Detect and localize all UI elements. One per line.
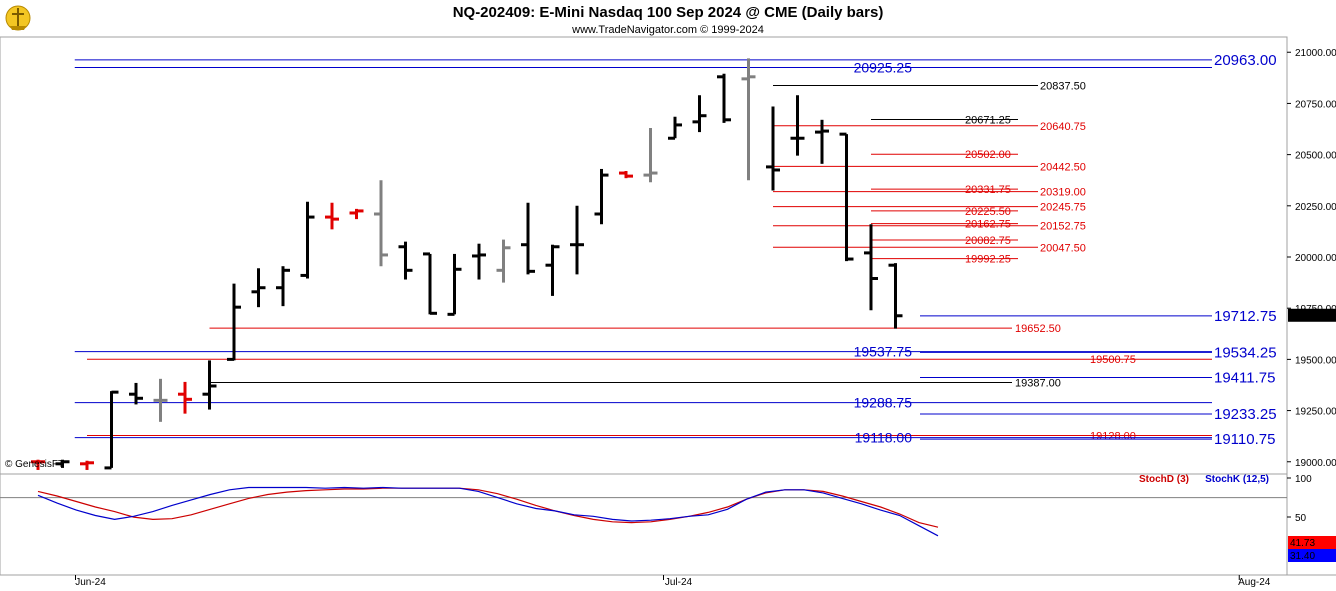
level-label: 20245.75 bbox=[1040, 202, 1086, 214]
level-label: 20152.75 bbox=[1040, 221, 1086, 233]
ohlc-bar bbox=[80, 460, 94, 470]
level-label: 19118.00 bbox=[855, 430, 913, 446]
level-label: 19233.25 bbox=[1214, 406, 1277, 423]
level-label: 20502.00 bbox=[965, 149, 1011, 161]
level-label: 20442.50 bbox=[1040, 161, 1086, 173]
time-tick-label: Aug-24 bbox=[1238, 577, 1271, 588]
ohlc-bar bbox=[594, 168, 609, 225]
time-axis: Jun-24 Jul-24 Aug-24 bbox=[75, 575, 1271, 588]
ohlc-bar bbox=[741, 58, 756, 181]
ohlc-bar bbox=[349, 208, 364, 220]
price-tick-label: 19250.00 bbox=[1295, 407, 1336, 418]
ohlc-bar bbox=[178, 381, 192, 414]
level-label: 20837.50 bbox=[1040, 81, 1086, 93]
ohlc-bar bbox=[398, 241, 413, 280]
stoch-tick-label: 50 bbox=[1295, 513, 1307, 524]
level-label: 19712.75 bbox=[1214, 308, 1277, 325]
stochastic-series bbox=[0, 486, 1287, 537]
last-price-badge: 19713.00 bbox=[1288, 308, 1336, 323]
ohlc-bar bbox=[300, 201, 315, 279]
level-label: 19387.00 bbox=[1015, 378, 1061, 390]
stochastic-axis: 100 50 bbox=[1287, 474, 1312, 524]
level-label: 19534.25 bbox=[1214, 344, 1277, 361]
logo-icon bbox=[5, 5, 31, 31]
level-label: 19411.75 bbox=[1214, 369, 1275, 386]
svg-text:41.73: 41.73 bbox=[1290, 538, 1315, 549]
ohlc-bar bbox=[619, 171, 633, 179]
level-label: 20047.50 bbox=[1040, 242, 1086, 254]
time-tick-label: Jul-24 bbox=[665, 577, 693, 588]
price-tick-label: 19000.00 bbox=[1295, 458, 1336, 469]
ohlc-bar bbox=[815, 119, 829, 164]
level-label: 20640.75 bbox=[1040, 121, 1086, 133]
price-bars bbox=[31, 58, 903, 470]
level-label: 19288.75 bbox=[854, 395, 913, 411]
ohlc-bar bbox=[202, 360, 217, 410]
ohlc-bar bbox=[129, 382, 143, 405]
ohlc-bar bbox=[839, 132, 854, 262]
ohlc-bar bbox=[570, 205, 584, 275]
stoch-k-legend: StochK (12,5) bbox=[1205, 474, 1269, 485]
ohlc-bar bbox=[55, 459, 70, 468]
copyright-label: © GenesisFT bbox=[5, 459, 64, 470]
level-label: 20925.25 bbox=[854, 60, 913, 76]
svg-text:31.40: 31.40 bbox=[1290, 551, 1315, 562]
level-label: 20331.75 bbox=[965, 184, 1011, 196]
level-label: 20162.75 bbox=[965, 219, 1011, 231]
stochastic-panel bbox=[0, 473, 1288, 576]
ohlc-bar bbox=[668, 116, 682, 140]
svg-text:19713.00: 19713.00 bbox=[1290, 312, 1332, 323]
levels-layer: 20963.00 20925.25 20837.50 20671.25 20640.75… bbox=[74, 52, 1277, 448]
level-label: 20963.00 bbox=[1214, 52, 1277, 69]
ohlc-bar bbox=[521, 202, 535, 275]
level-label: 19992.25 bbox=[965, 254, 1011, 266]
price-tick-label: 20750.00 bbox=[1295, 99, 1336, 110]
level-label: 20671.25 bbox=[965, 115, 1011, 127]
ohlc-bar bbox=[325, 202, 339, 230]
level-label: 20225.50 bbox=[965, 206, 1011, 218]
stoch-tick-label: 100 bbox=[1295, 474, 1312, 485]
level-label: 20319.00 bbox=[1040, 187, 1086, 199]
ohlc-bar bbox=[104, 390, 119, 470]
price-tick-label: 21000.00 bbox=[1295, 48, 1336, 59]
ohlc-bar bbox=[447, 253, 462, 316]
stoch-k-line bbox=[37, 486, 939, 537]
price-tick-label: 19500.00 bbox=[1295, 355, 1336, 366]
price-tick-label: 20250.00 bbox=[1295, 202, 1336, 213]
ohlc-bar bbox=[692, 95, 707, 133]
chart-subtitle: www.TradeNavigator.com © 1999-2024 bbox=[571, 24, 764, 36]
price-tick-label: 20500.00 bbox=[1295, 151, 1336, 162]
ohlc-bar bbox=[153, 378, 168, 422]
ohlc-bar bbox=[227, 283, 241, 361]
ohlc-bar bbox=[545, 244, 560, 296]
ohlc-bar bbox=[472, 243, 486, 280]
time-tick-label: Jun-24 bbox=[75, 577, 106, 588]
ohlc-bar bbox=[766, 106, 780, 191]
ohlc-bar bbox=[374, 180, 388, 267]
ohlc-bar bbox=[864, 224, 878, 311]
ohlc-bar bbox=[423, 252, 437, 315]
ohlc-bar bbox=[251, 268, 266, 308]
stoch-k-badge: 31.40 bbox=[1288, 549, 1336, 562]
ohlc-bar bbox=[643, 128, 658, 183]
level-label: 19537.75 bbox=[854, 344, 913, 360]
level-label: 19110.75 bbox=[1214, 431, 1275, 448]
stoch-d-legend: StochD (3) bbox=[1139, 474, 1189, 485]
ohlc-bar bbox=[790, 95, 805, 156]
level-label: 20082.75 bbox=[965, 235, 1011, 247]
price-tick-label: 20000.00 bbox=[1295, 253, 1336, 264]
level-label: 19652.50 bbox=[1015, 323, 1061, 335]
level-label: 19500.75 bbox=[1090, 354, 1136, 366]
ohlc-bar bbox=[31, 459, 45, 470]
chart-title: NQ-202409: E-Mini Nasdaq 100 Sep 2024 @ … bbox=[453, 4, 884, 21]
price-axis: 21000.00 20750.00 20500.00 20250.00 20000.00… bbox=[1287, 48, 1336, 469]
ohlc-bar bbox=[717, 73, 731, 123]
price-panel bbox=[0, 36, 1288, 475]
level-label: 19128.00 bbox=[1090, 431, 1136, 443]
ohlc-bar bbox=[496, 239, 511, 283]
ohlc-bar bbox=[888, 263, 903, 329]
ohlc-bar bbox=[276, 266, 290, 307]
stoch-d-badge: 41.73 bbox=[1288, 536, 1336, 549]
